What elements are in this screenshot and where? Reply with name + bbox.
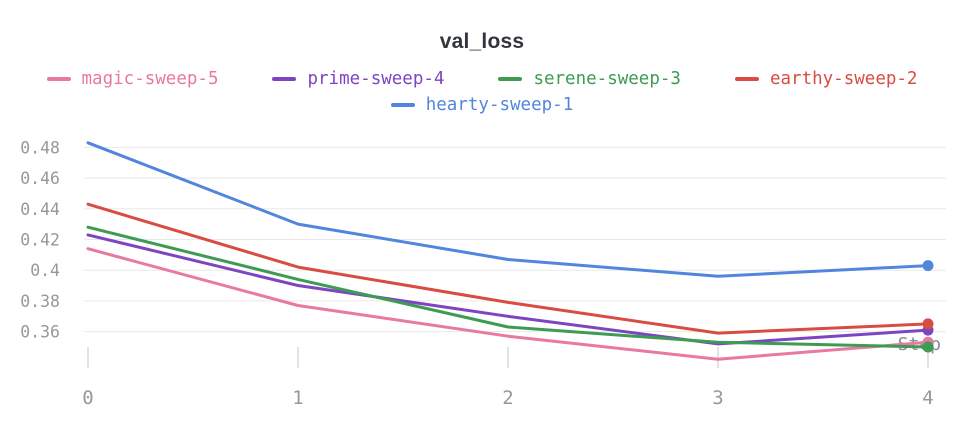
legend-swatch-icon: [272, 77, 297, 81]
series-line-serene-sweep-3: [86, 225, 930, 349]
legend-item-magic-sweep-5[interactable]: magic-sweep-5: [46, 66, 219, 92]
y-axis-tick-label: 0.38: [20, 292, 60, 311]
y-axis-tick-label: 0.42: [20, 231, 60, 250]
series-endpoint-earthy-sweep-2: [922, 318, 934, 330]
legend-item-serene-sweep-3[interactable]: serene-sweep-3: [498, 66, 681, 92]
series-line-magic-sweep-5: [86, 247, 930, 361]
legend-swatch-icon: [390, 103, 415, 107]
y-axis-tick-label: 0.44: [20, 200, 60, 219]
legend-swatch-icon: [498, 77, 523, 81]
y-axis-tick-label: 0.36: [20, 323, 60, 342]
chart-title: val_loss: [439, 30, 525, 53]
legend-label: earthy-sweep-2: [769, 69, 918, 89]
series-endpoint-serene-sweep-3: [922, 341, 934, 353]
x-axis-tick-label: 3: [712, 387, 723, 409]
legend-label: prime-sweep-4: [307, 69, 445, 89]
series-endpoint-hearty-sweep-1: [922, 260, 934, 272]
legend-item-hearty-sweep-1[interactable]: hearty-sweep-1: [390, 92, 574, 118]
legend-label: magic-sweep-5: [81, 69, 219, 89]
legend-label: hearty-sweep-1: [425, 95, 574, 115]
y-axis-tick-label: 0.48: [20, 138, 60, 157]
legend-item-prime-sweep-4[interactable]: prime-sweep-4: [272, 66, 444, 92]
x-axis-tick-label: 2: [502, 387, 513, 409]
series-line-prime-sweep-4: [86, 233, 930, 346]
y-axis-tick-label: 0.46: [20, 169, 60, 188]
series-line-earthy-sweep-2: [86, 202, 930, 335]
x-axis-tick-label: 0: [82, 387, 93, 409]
x-axis-tick-label: 4: [922, 387, 933, 409]
x-axis-tick-label: 1: [292, 387, 303, 409]
legend-swatch-icon: [46, 77, 71, 81]
legend-item-earthy-sweep-2[interactable]: earthy-sweep-2: [734, 66, 918, 92]
series-line-hearty-sweep-1: [86, 141, 930, 278]
y-axis-tick-label: 0.4: [30, 261, 60, 280]
legend-swatch-icon: [734, 77, 759, 81]
chart-legend: magic-sweep-5 prime-sweep-4 serene-sweep-3…: [0, 66, 964, 118]
legend-label: serene-sweep-3: [533, 69, 681, 89]
